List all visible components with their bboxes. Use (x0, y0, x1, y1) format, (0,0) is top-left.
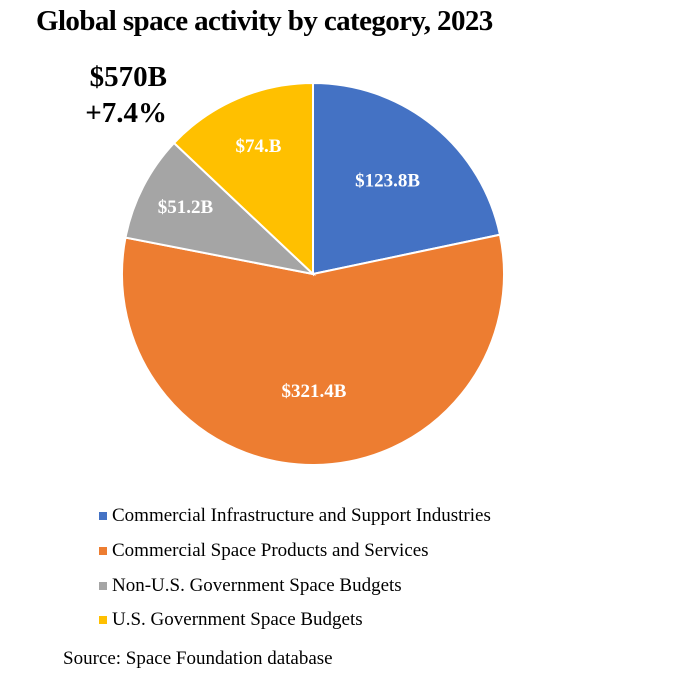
legend-label: Non-U.S. Government Space Budgets (112, 574, 402, 596)
legend-item: U.S. Government Space Budgets (99, 603, 491, 638)
legend-label: Commercial Infrastructure and Support In… (112, 505, 491, 527)
slice-label-1: $123.8B (355, 170, 420, 191)
legend-swatch (99, 512, 107, 521)
legend-label: U.S. Government Space Budgets (112, 609, 363, 631)
pie-slice-3 (124, 141, 317, 276)
growth-annotation: +7.4% (85, 97, 167, 129)
legend-item: Non-U.S. Government Space Budgets (99, 568, 491, 603)
slice-label-3: $51.2B (158, 197, 214, 218)
legend-item: Commercial Infrastructure and Support In… (99, 499, 491, 534)
legend-swatch (99, 581, 107, 590)
slice-label-4: $74.B (236, 136, 282, 157)
chart-title: Global space activity by category, 2023 (36, 5, 493, 37)
legend-label: Commercial Space Products and Services (112, 540, 429, 562)
pie-slice-1 (312, 81, 502, 276)
legend-swatch (99, 547, 107, 556)
legend-swatch (99, 616, 107, 625)
pie-slice-4 (172, 81, 314, 277)
legend-item: Commercial Space Products and Services (99, 534, 491, 569)
slice-label-2: $321.4B (281, 381, 346, 402)
legend: Commercial Infrastructure and Support In… (99, 499, 491, 638)
source-note: Source: Space Foundation database (63, 648, 333, 669)
pie-slice-2 (121, 233, 505, 466)
total-annotation: $570B (89, 61, 167, 93)
